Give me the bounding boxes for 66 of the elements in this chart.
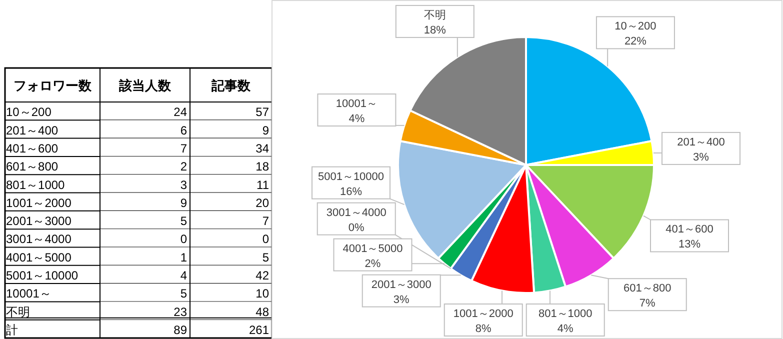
slice-label: 201～400 [677,136,725,148]
legend-label: 3001～4000 [326,206,386,219]
y-tick-label: 10～200 [6,105,52,120]
slice-label: 10～200 [614,20,656,33]
data-label: 22% [624,36,647,48]
y-axis-title: フォロワー数 [14,78,92,93]
data-label: 5 [180,286,188,301]
data-label: 1 [180,250,188,264]
data-label: 10 [256,286,270,301]
data-label: 18 [256,160,270,174]
data-label: 7% [639,298,656,310]
data-label: 9 [262,123,270,138]
slice-label: 1001～2000 [453,308,514,320]
slice-label: 601～800 [624,282,672,295]
y-tick-label: 10001～ [6,286,52,301]
y-tick-label: 5001～10000 [6,268,78,283]
y-tick-label: 4001～5000 [6,250,72,264]
data-label: 4% [348,112,365,125]
slice-label: 10001～ [336,98,378,110]
data-label: 20 [256,196,270,210]
data-label: 18% [424,24,446,36]
data-label: 2% [364,258,381,270]
data-label: 13% [678,238,701,251]
data-label: 0 [262,232,270,246]
data-label: 0 [180,232,188,246]
data-label: 7 [262,214,270,228]
y-tick-label: 601～800 [6,160,58,174]
data-label: 11 [256,178,270,192]
data-label: 9 [180,196,188,210]
slice-label: 5001～10000 [318,170,384,183]
text: 0% [348,222,364,234]
x-tick-label: 記事数 [210,78,252,93]
y-tick-label: 計 [6,323,18,337]
slice-label: 801～1000 [538,308,592,320]
y-tick-label: 201～400 [6,123,58,138]
slice-label: 401～600 [666,224,714,236]
data-label: 23 [174,304,188,319]
data-label: 3% [393,294,410,306]
data-label: 8% [475,323,492,335]
data-label: 5 [180,214,188,228]
data-label: 6 [180,123,188,138]
data-label: 2 [180,160,188,174]
data-label: 16% [340,186,362,198]
data-label: 3 [180,178,188,192]
data-label: 4% [557,323,574,335]
data-label: 261 [248,323,270,337]
y-tick-label: 2001～3000 [6,214,72,228]
y-tick-label: 801～1000 [6,178,66,192]
data-label: 4 [180,268,188,283]
slice-label: 2001～3000 [371,278,432,291]
data-label: 42 [256,268,270,283]
data-label: 3% [693,151,710,164]
x-tick-label: 該当人数 [118,78,172,93]
data-label: 48 [256,304,270,319]
data-label: 34 [256,141,270,156]
y-tick-label: 不明 [6,304,30,319]
data-label: 57 [256,105,270,120]
data-label: 7 [180,141,188,156]
data-label: 89 [174,323,188,337]
y-tick-label: 3001～4000 [6,232,72,246]
slice-label: 4001～5000 [342,242,403,255]
slice-label: 不明 [424,9,446,22]
data-label: 24 [174,105,188,120]
data-label: 5 [262,250,270,264]
y-tick-label: 1001～2000 [6,196,72,210]
y-tick-label: 401～600 [6,141,58,156]
